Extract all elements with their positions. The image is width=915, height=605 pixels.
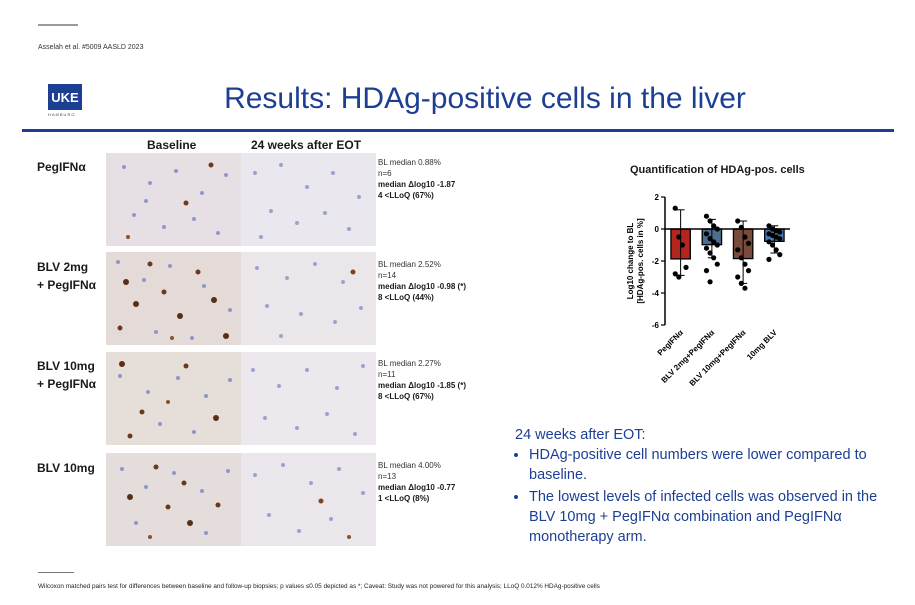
data-point (738, 280, 744, 286)
row-label-blv10: BLV 10mg (37, 461, 95, 475)
data-point (742, 261, 748, 267)
data-point (703, 231, 710, 237)
bar-chart: 2 0 -2 -4 -6 Log10 change to BL [HDAg-pos. cel… (626, 193, 790, 388)
data-point (703, 245, 710, 251)
micrograph-image (241, 252, 376, 345)
data-point (672, 271, 678, 277)
stats-block-1: BL median 0.88% n=6 median Δlog10 -1.87 … (378, 158, 456, 200)
title-rule (22, 129, 894, 132)
data-point (714, 261, 720, 267)
micrograph-image (241, 453, 376, 546)
data-point (742, 285, 748, 291)
stats-block-4: BL median 4.00% n=13 median Δlog10 -0.77… (378, 461, 456, 503)
data-point (745, 268, 752, 274)
uke-logo-subtitle: HAMBURG (48, 112, 76, 117)
micrograph-image (106, 153, 241, 246)
data-point (777, 236, 783, 242)
data-point (703, 268, 710, 274)
data-point (711, 239, 717, 245)
data-point (703, 213, 710, 219)
stats-block-3: BL median 2.27% n=11 median Δlog10 -1.85… (378, 359, 466, 401)
data-point (676, 274, 682, 280)
x-tick-label: PegIFNα (656, 328, 685, 357)
data-point (766, 256, 772, 262)
summary-bullet-2: The lowest levels of infected cells was … (529, 487, 905, 547)
y-tick-label: 2 (655, 193, 660, 202)
data-point (707, 218, 713, 224)
data-point (777, 229, 783, 235)
chart-title: Quantification of HDAg-pos. cells (630, 164, 805, 176)
data-point (777, 252, 783, 258)
row-label-blv10-pegifn: BLV 10mg + PegIFNα (37, 359, 97, 391)
data-point (735, 247, 741, 253)
data-point (738, 255, 744, 261)
micrograph-baseline-2 (106, 252, 241, 345)
data-point (672, 205, 678, 211)
y-axis-label: [HDAg-pos. cells in %] (636, 218, 645, 304)
column-header-followup: 24 weeks after EOT (251, 138, 362, 152)
data-point (714, 242, 720, 248)
summary-heading: 24 weeks after EOT: (515, 427, 646, 443)
x-tick-label: BLV 10mg+PegIFNα (688, 328, 748, 388)
micrograph-followup-4 (241, 453, 376, 546)
slide-title: Results: HDAg-positive cells in the live… (224, 82, 746, 115)
data-point (766, 239, 772, 245)
micrograph-baseline-3 (106, 352, 241, 445)
summary-list: HDAg-positive cell numbers were lower co… (515, 445, 905, 547)
data-point (742, 234, 748, 240)
micrograph-baseline-1 (106, 153, 241, 246)
data-point (707, 279, 713, 285)
footnote-rule (38, 572, 74, 573)
micrograph-image (106, 252, 241, 345)
y-axis-label: Log10 change to BL (626, 223, 635, 300)
micrograph-followup-2 (241, 252, 376, 345)
data-point (735, 274, 741, 280)
uke-logo: UKE (48, 84, 82, 110)
data-point (707, 250, 713, 256)
column-header-baseline: Baseline (147, 138, 197, 152)
row-label-pegifn: PegIFNα (37, 160, 86, 174)
micrograph-followup-3 (241, 352, 376, 445)
data-point (707, 236, 713, 242)
citation: Asselah et al. #5009 AASLD 2023 (38, 44, 144, 51)
micrograph-baseline-4 (106, 453, 241, 546)
summary-bullet-1: HDAg-positive cell numbers were lower co… (529, 445, 905, 485)
y-tick-label: -6 (652, 321, 660, 330)
data-point (773, 247, 779, 253)
y-tick-label: 0 (655, 225, 660, 234)
data-point (683, 264, 689, 270)
micrograph-image (241, 352, 376, 445)
x-tick-label: 10mg BLV (745, 328, 779, 362)
micrograph-image (106, 352, 241, 445)
data-point (769, 242, 776, 248)
data-point (766, 223, 772, 229)
micrograph-followup-1 (241, 153, 376, 246)
y-tick-label: -4 (652, 289, 660, 298)
row-label-blv2-pegifn: BLV 2mg + PegIFNα (37, 260, 97, 292)
data-point (676, 234, 682, 240)
data-point (711, 223, 717, 229)
data-point (735, 218, 741, 224)
stats-block-2: BL median 2.52% n=14 median Δlog10 -0.98… (378, 260, 466, 302)
x-tick-label: BLV 2mg+PegIFNα (660, 328, 717, 385)
top-rule (38, 24, 78, 26)
y-tick-label: -2 (652, 257, 660, 266)
data-point (711, 255, 717, 261)
data-point (745, 240, 752, 246)
data-point (679, 242, 686, 248)
summary-block: 24 weeks after EOT: HDAg-positive cell n… (515, 425, 905, 549)
micrograph-image (106, 453, 241, 546)
micrograph-image (241, 153, 376, 246)
footnote: Wilcoxon matched pairs test for differen… (38, 583, 600, 590)
